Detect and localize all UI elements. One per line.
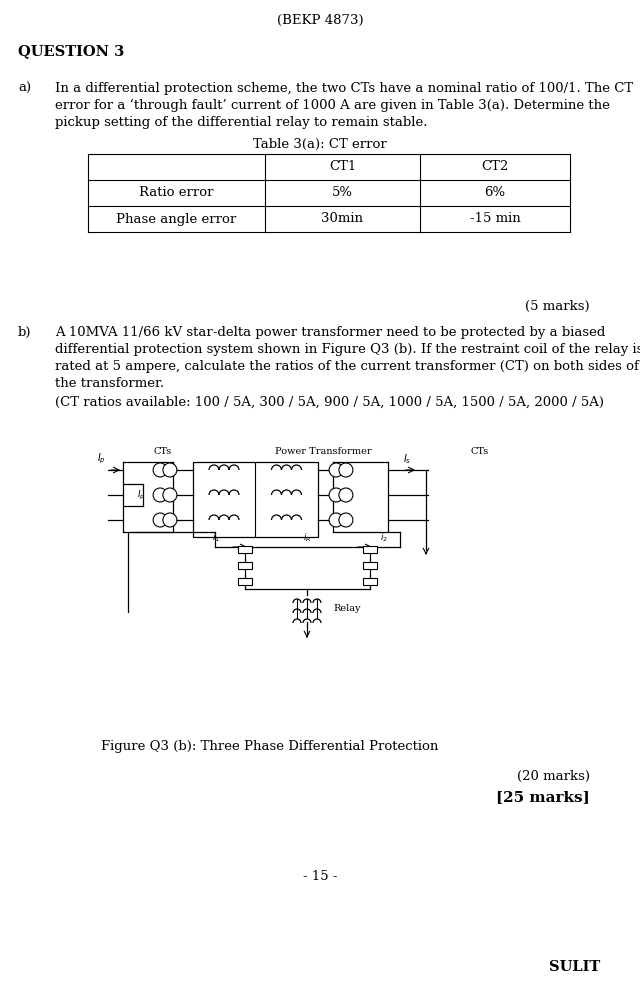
- Circle shape: [163, 513, 177, 527]
- Bar: [193, 462, 318, 537]
- Text: $i_2$: $i_2$: [380, 532, 388, 544]
- Text: (BEKP 4873): (BEKP 4873): [276, 14, 364, 27]
- Bar: [363, 546, 377, 552]
- Circle shape: [163, 463, 177, 477]
- Text: differential protection system shown in Figure Q3 (b). If the restraint coil of : differential protection system shown in …: [55, 343, 640, 356]
- Bar: [238, 546, 252, 552]
- Bar: [363, 561, 377, 568]
- Text: Phase angle error: Phase angle error: [116, 212, 237, 225]
- Circle shape: [339, 463, 353, 477]
- Text: b): b): [18, 326, 31, 339]
- Text: (CT ratios available: 100 / 5A, 300 / 5A, 900 / 5A, 1000 / 5A, 1500 / 5A, 2000 /: (CT ratios available: 100 / 5A, 300 / 5A…: [55, 396, 604, 409]
- Circle shape: [153, 488, 167, 502]
- Text: $i_R$: $i_R$: [303, 532, 311, 544]
- Text: the transformer.: the transformer.: [55, 377, 164, 390]
- Text: $I_p$: $I_p$: [137, 489, 145, 501]
- Text: 6%: 6%: [484, 187, 506, 200]
- Text: Figure Q3 (b): Three Phase Differential Protection: Figure Q3 (b): Three Phase Differential …: [101, 740, 438, 753]
- Circle shape: [153, 463, 167, 477]
- Text: a): a): [18, 82, 31, 95]
- Text: pickup setting of the differential relay to remain stable.: pickup setting of the differential relay…: [55, 116, 428, 129]
- Bar: [363, 577, 377, 585]
- Text: 5%: 5%: [332, 187, 353, 200]
- Text: [25 marks]: [25 marks]: [496, 790, 590, 804]
- Bar: [238, 561, 252, 568]
- Circle shape: [329, 463, 343, 477]
- Text: $I_p$: $I_p$: [97, 451, 106, 466]
- Text: Power Transformer: Power Transformer: [275, 447, 371, 456]
- Text: In a differential protection scheme, the two CTs have a nominal ratio of 100/1. : In a differential protection scheme, the…: [55, 82, 633, 95]
- Text: $i_1$: $i_1$: [212, 532, 220, 544]
- Text: SULIT: SULIT: [548, 960, 600, 974]
- Text: rated at 5 ampere, calculate the ratios of the current transformer (CT) on both : rated at 5 ampere, calculate the ratios …: [55, 360, 639, 373]
- Text: A 10MVA 11/66 kV star-delta power transformer need to be protected by a biased: A 10MVA 11/66 kV star-delta power transf…: [55, 326, 605, 339]
- Circle shape: [329, 488, 343, 502]
- Circle shape: [153, 513, 167, 527]
- Text: - 15 -: - 15 -: [303, 870, 337, 883]
- Text: CT1: CT1: [329, 160, 356, 174]
- Bar: [238, 577, 252, 585]
- Text: 30min: 30min: [321, 212, 364, 225]
- Text: Table 3(a): CT error: Table 3(a): CT error: [253, 138, 387, 151]
- Circle shape: [329, 513, 343, 527]
- Text: Relay: Relay: [333, 604, 360, 613]
- Circle shape: [163, 488, 177, 502]
- Text: CTs: CTs: [154, 447, 172, 456]
- Text: error for a ‘through fault’ current of 1000 A are given in Table 3(a). Determine: error for a ‘through fault’ current of 1…: [55, 99, 610, 112]
- Circle shape: [339, 513, 353, 527]
- Text: CTs: CTs: [471, 447, 489, 456]
- Text: Ratio error: Ratio error: [140, 187, 214, 200]
- Text: CT2: CT2: [481, 160, 509, 174]
- Text: (20 marks): (20 marks): [517, 770, 590, 783]
- Circle shape: [339, 488, 353, 502]
- Text: (5 marks): (5 marks): [525, 300, 590, 313]
- Text: $I_s$: $I_s$: [403, 452, 412, 466]
- Text: -15 min: -15 min: [470, 212, 520, 225]
- Text: QUESTION 3: QUESTION 3: [18, 44, 124, 58]
